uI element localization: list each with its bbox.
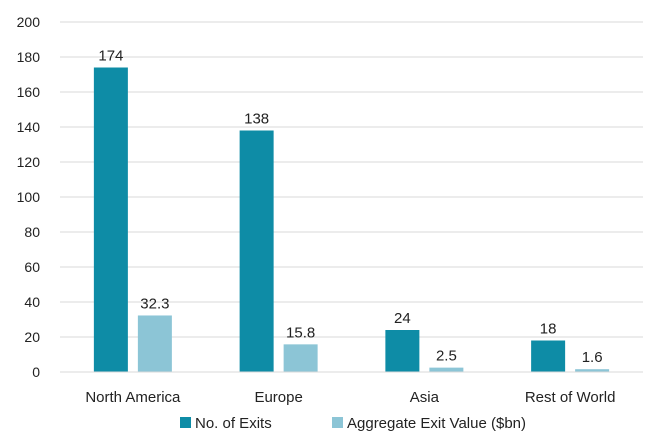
x-axis: North America Europe Asia Rest of World xyxy=(60,371,643,406)
y-tick-label: 40 xyxy=(24,294,40,310)
data-label: 18 xyxy=(540,321,557,338)
y-tick-label: 180 xyxy=(17,49,41,65)
y-tick-label: 20 xyxy=(24,329,40,345)
y-tick-label: 60 xyxy=(24,259,40,275)
y-axis: 0 20 40 60 80 100 120 140 160 180 200 xyxy=(17,14,41,380)
y-tick-label: 120 xyxy=(17,154,41,170)
y-tick-label: 80 xyxy=(24,224,40,240)
legend-label: No. of Exits xyxy=(195,415,272,432)
legend-swatch xyxy=(180,417,191,428)
data-label: 24 xyxy=(394,310,411,327)
x-category-label: Asia xyxy=(410,389,440,406)
bar-exit-value xyxy=(429,367,464,372)
y-tick-label: 160 xyxy=(17,84,41,100)
legend: No. of Exits Aggregate Exit Value ($bn) xyxy=(180,415,526,432)
data-label: 15.8 xyxy=(286,324,315,341)
data-labels: 174 32.3 138 15.8 24 2.5 18 1.6 xyxy=(98,48,602,367)
data-label: 1.6 xyxy=(582,349,603,366)
bar-exits xyxy=(93,67,128,372)
bar-exits xyxy=(531,340,566,372)
bar-exit-value xyxy=(283,344,318,372)
y-tick-label: 0 xyxy=(32,364,40,380)
bars xyxy=(93,67,610,372)
x-category-label: Rest of World xyxy=(525,389,616,406)
bar-exit-value xyxy=(137,315,172,372)
y-tick-label: 200 xyxy=(17,14,41,30)
bar-exits xyxy=(385,330,420,372)
x-category-label: Europe xyxy=(254,389,302,406)
x-category-label: North America xyxy=(85,389,181,406)
legend-label: Aggregate Exit Value ($bn) xyxy=(347,415,526,432)
bar-exits xyxy=(239,130,274,372)
data-label: 138 xyxy=(244,111,269,128)
data-label: 32.3 xyxy=(140,295,169,312)
data-label: 2.5 xyxy=(436,348,457,365)
y-tick-label: 100 xyxy=(17,189,41,205)
y-tick-label: 140 xyxy=(17,119,41,135)
data-label: 174 xyxy=(98,48,123,65)
legend-swatch xyxy=(332,417,343,428)
bar-exit-value xyxy=(575,369,610,372)
